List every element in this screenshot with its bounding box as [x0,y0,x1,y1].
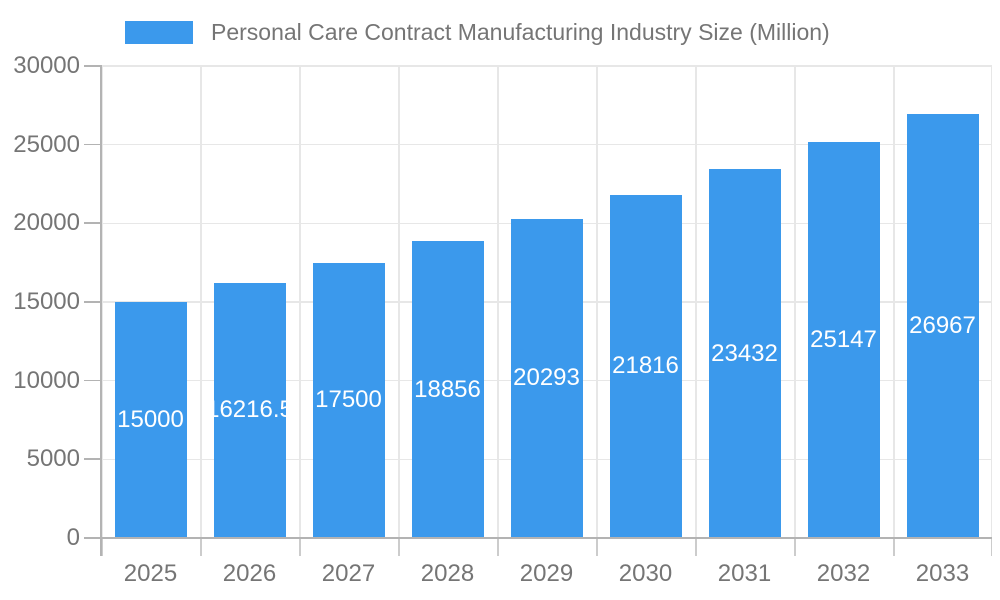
gridline-vertical [695,66,697,538]
x-axis-tick [299,538,301,556]
gridline-vertical [299,66,301,538]
x-axis-tick [990,538,992,556]
legend-swatch[interactable] [125,20,193,44]
x-axis-label: 2030 [618,560,673,587]
y-axis-label: 30000 [13,52,80,79]
gridline-vertical [893,66,895,538]
legend-label: Personal Care Contract Manufacturing Ind… [211,19,830,45]
bar-value-label: 15000 [117,406,184,433]
y-axis-label: 0 [66,524,80,551]
bar-value-label: 18856 [414,375,481,403]
bar-value-label: 17500 [315,386,382,414]
bar[interactable]: 16216.5 [213,282,286,538]
y-axis-tick [84,222,102,224]
bar-value-label: 21816 [612,352,679,380]
bar[interactable]: 23432 [708,169,781,538]
x-axis-line [84,537,992,539]
x-axis-tick [200,538,202,556]
x-axis-label: 2028 [420,560,475,587]
x-axis-label: 2025 [123,560,178,587]
bar-value-label: 26967 [909,311,976,339]
y-axis-label: 5000 [26,445,80,473]
x-axis-label: 2032 [816,560,871,587]
x-axis-tick [893,538,895,556]
x-axis-tick [497,538,499,556]
y-axis-label: 15000 [13,288,80,315]
gridline-vertical [990,66,992,538]
bar[interactable]: 26967 [906,113,979,538]
bar[interactable]: 17500 [312,262,385,538]
bar-value-label: 20293 [513,364,580,392]
y-axis-tick [84,458,102,460]
x-axis-label: 2031 [717,560,772,587]
bar-value-label: 23432 [711,339,778,367]
gridline-vertical [794,66,796,538]
x-axis-label: 2033 [915,560,970,587]
y-axis-tick [84,301,102,303]
gridline-vertical [398,66,400,538]
y-axis-tick [84,65,102,67]
plot-area: 15000 16216.5 17500 18856 20293 21816 23432 251… [101,65,992,539]
y-axis-tick [84,143,102,146]
bar[interactable]: 18856 [411,241,484,538]
gridline-vertical [200,66,202,538]
gridline-vertical [596,66,598,538]
bar[interactable]: 21816 [609,194,682,538]
gridline-horizontal [101,65,992,67]
gridline-horizontal [101,143,992,146]
bar[interactable]: 15000 [114,302,187,538]
y-axis-label: 25000 [13,130,80,158]
gridline-vertical [497,66,499,538]
bar-value-label: 16216.5 [214,396,286,424]
y-axis-tick [84,379,102,382]
legend[interactable]: Personal Care Contract Manufacturing Ind… [125,19,830,45]
bar-value-label: 25147 [810,326,877,354]
bar[interactable]: 20293 [510,218,583,538]
y-axis-label: 10000 [13,366,80,394]
x-axis-tick [398,538,400,556]
y-axis-label: 20000 [13,209,80,237]
y-axis-line [100,66,102,556]
x-axis-tick [794,538,796,556]
bar[interactable]: 25147 [807,142,880,538]
x-axis-label: 2029 [519,560,574,587]
x-axis-tick [596,538,598,556]
x-axis-label: 2026 [222,560,277,587]
x-axis-tick [695,538,697,556]
x-axis-label: 2027 [321,560,376,587]
